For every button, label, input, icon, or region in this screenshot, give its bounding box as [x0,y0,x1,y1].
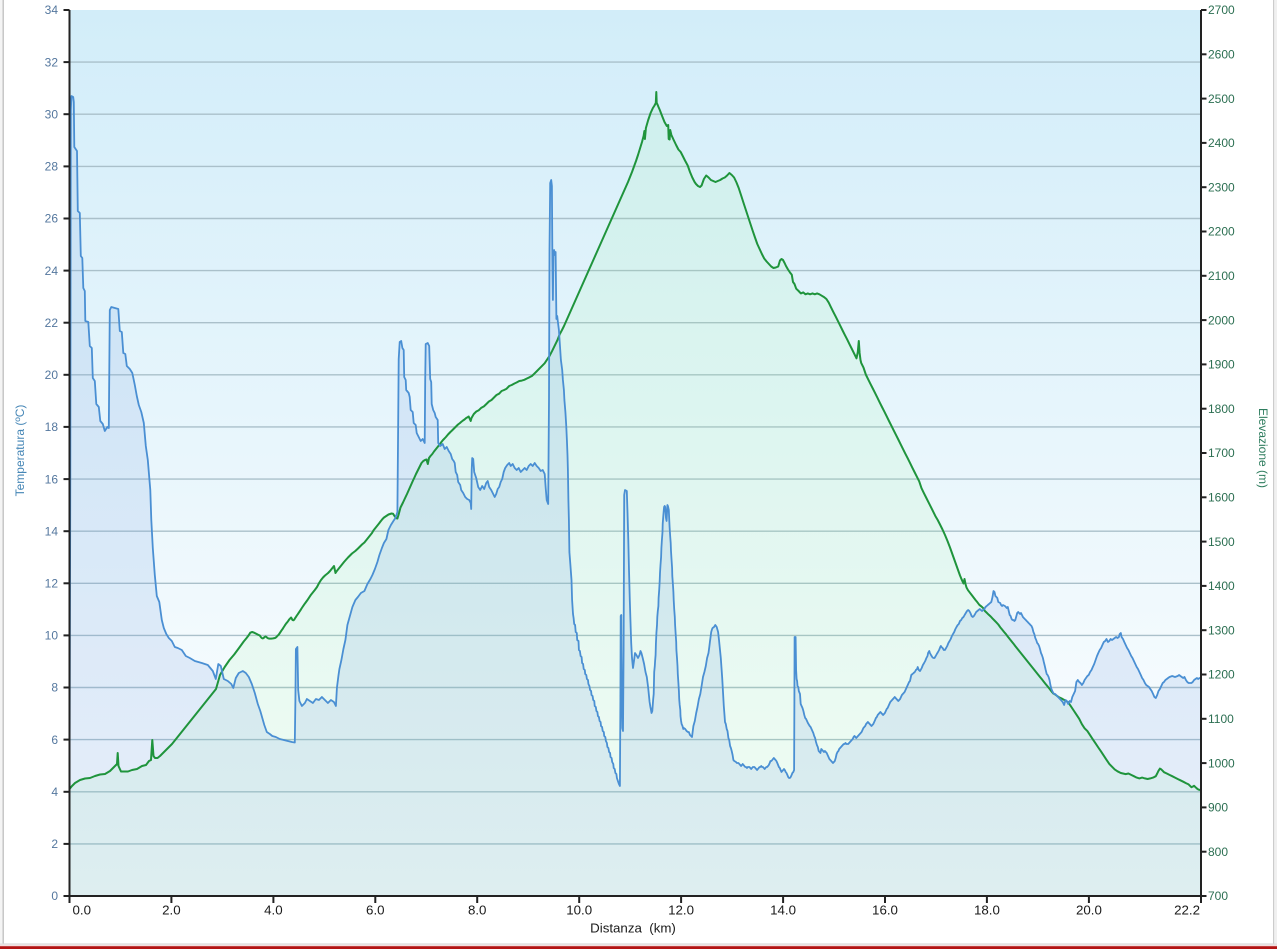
svg-text:14: 14 [45,524,59,538]
svg-text:1300: 1300 [1208,623,1235,637]
svg-text:20: 20 [45,368,59,382]
svg-text:2.0: 2.0 [162,903,181,918]
svg-text:6.0: 6.0 [366,903,385,918]
svg-text:1400: 1400 [1208,579,1235,593]
svg-text:Distanza (km): Distanza (km) [590,921,676,936]
svg-text:1900: 1900 [1208,358,1235,372]
svg-text:28: 28 [45,160,59,174]
svg-text:16: 16 [45,472,59,486]
svg-text:26: 26 [45,212,59,226]
svg-text:2300: 2300 [1208,180,1235,194]
svg-text:22.2: 22.2 [1174,903,1200,918]
svg-text:1500: 1500 [1208,535,1235,549]
svg-text:32: 32 [45,55,59,69]
svg-text:1200: 1200 [1208,668,1235,682]
svg-text:2600: 2600 [1208,48,1235,62]
svg-text:800: 800 [1208,845,1228,859]
svg-text:2100: 2100 [1208,269,1235,283]
svg-text:12: 12 [45,577,59,591]
svg-text:8: 8 [51,681,58,695]
svg-text:1800: 1800 [1208,402,1235,416]
svg-text:10.0: 10.0 [566,903,592,918]
svg-text:8.0: 8.0 [468,903,487,918]
svg-text:1700: 1700 [1208,446,1235,460]
svg-text:20.0: 20.0 [1076,903,1102,918]
svg-text:0.0: 0.0 [73,903,92,918]
svg-text:10: 10 [45,629,59,643]
svg-text:1600: 1600 [1208,491,1235,505]
svg-text:Elevazione (m): Elevazione (m) [1256,408,1270,488]
svg-text:12.0: 12.0 [668,903,694,918]
svg-text:700: 700 [1208,889,1228,903]
svg-text:4: 4 [51,785,58,799]
svg-text:2: 2 [51,837,58,851]
svg-text:4.0: 4.0 [264,903,283,918]
svg-text:1100: 1100 [1208,712,1234,726]
svg-text:0: 0 [51,889,58,903]
svg-text:18.0: 18.0 [974,903,1000,918]
svg-text:30: 30 [45,107,59,121]
svg-text:6: 6 [51,733,58,747]
svg-text:16.0: 16.0 [872,903,898,918]
svg-text:2500: 2500 [1208,92,1235,106]
svg-text:2400: 2400 [1208,136,1235,150]
svg-text:Temperatura (ºC): Temperatura (ºC) [13,405,27,497]
svg-text:2700: 2700 [1208,3,1235,17]
svg-text:24: 24 [45,264,59,278]
svg-text:14.0: 14.0 [770,903,796,918]
svg-text:2200: 2200 [1208,225,1235,239]
svg-text:900: 900 [1208,801,1228,815]
svg-text:34: 34 [45,3,59,17]
svg-text:22: 22 [45,316,59,330]
svg-text:2000: 2000 [1208,313,1235,327]
svg-text:18: 18 [45,420,59,434]
svg-text:1000: 1000 [1208,756,1235,770]
